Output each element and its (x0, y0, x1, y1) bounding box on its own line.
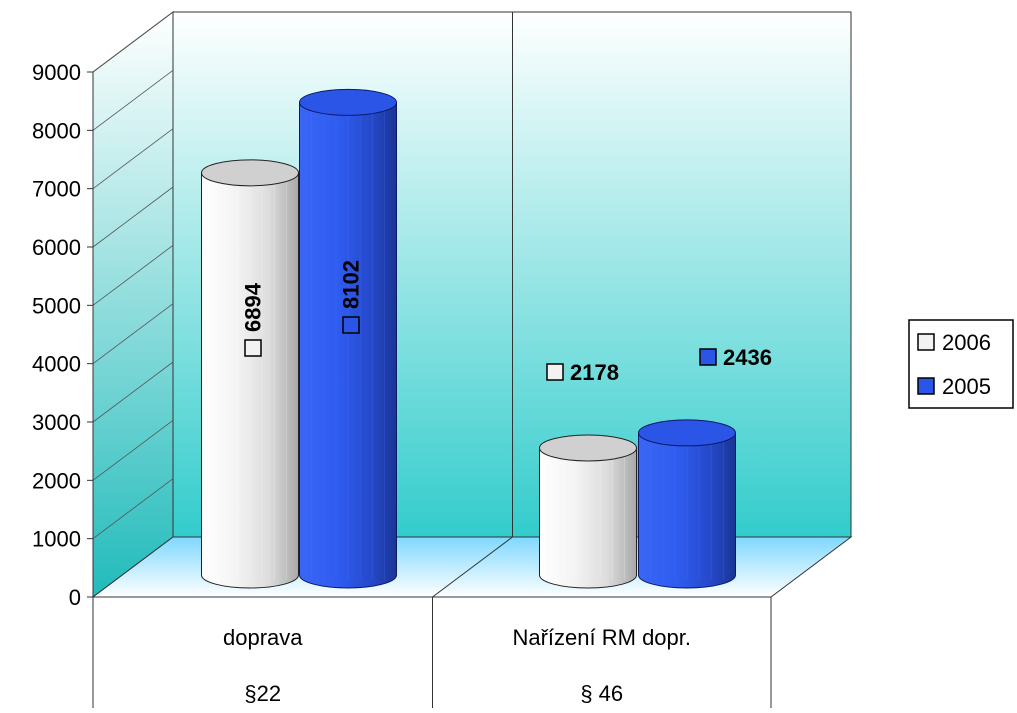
data-label: 6894 (241, 282, 266, 357)
data-label-key (546, 363, 564, 381)
y-tick-label: 6000 (32, 235, 81, 260)
data-label-key (244, 339, 262, 357)
bar-2005-1 (638, 419, 736, 589)
data-label-text: 2436 (723, 345, 772, 370)
bar-top (638, 419, 736, 447)
y-tick-label: 2000 (32, 468, 81, 493)
x-category-label: Nařízení RM dopr. (512, 625, 691, 650)
gridline (92, 303, 174, 364)
bar-body (539, 447, 637, 589)
y-tick-label: 4000 (32, 352, 81, 377)
legend-label: 2005 (942, 374, 991, 399)
side-wall (92, 11, 174, 598)
bar-top (539, 434, 637, 462)
bar-2006-0 (201, 159, 299, 589)
gridline (92, 70, 174, 131)
x-category-label: doprava (223, 625, 303, 650)
legend: 2006 2005 (908, 319, 1014, 409)
gridline (92, 245, 174, 306)
bar-body (201, 172, 299, 589)
y-axis: 0 1000 2000 3000 4000 5000 6000 7000 8000 9000 (32, 60, 94, 610)
y-tick-label: 1000 (32, 527, 81, 552)
data-label-text: 8102 (339, 260, 364, 309)
y-tick-label: 0 (69, 585, 81, 610)
data-label-key (342, 316, 360, 334)
bar-top (201, 159, 299, 187)
bars (201, 88, 736, 589)
data-labels: 6894 8102 2178 2436 (241, 260, 772, 385)
bar-body (638, 432, 736, 589)
x-category-sublabel: §22 (244, 681, 281, 706)
gridlines (92, 11, 174, 539)
bar-2005-0 (299, 88, 397, 589)
y-tick-label: 7000 (32, 177, 81, 202)
y-tick-label: 8000 (32, 118, 81, 143)
data-label-key (699, 348, 717, 366)
legend-swatch (917, 377, 935, 395)
bar-body (299, 101, 397, 589)
legend-swatch (917, 333, 935, 351)
y-tick-label: 9000 (32, 60, 81, 85)
data-label: 2436 (699, 345, 772, 370)
data-label-text: 6894 (241, 282, 266, 332)
data-label: 2178 (546, 360, 619, 385)
gridline (92, 361, 174, 423)
data-label: 8102 (339, 260, 364, 334)
bar-top (299, 88, 397, 116)
gridline (92, 11, 174, 73)
x-category-sublabel: § 46 (580, 681, 623, 706)
x-axis: doprava §22 Nařízení RM dopr. § 46 (92, 596, 772, 708)
floor-divider (432, 536, 513, 598)
y-tick-label: 5000 (32, 293, 81, 318)
gridline (92, 420, 174, 481)
y-tick-label: 3000 (32, 410, 81, 435)
gridline (92, 186, 174, 248)
data-label-text: 2178 (570, 360, 619, 385)
gridline (92, 128, 174, 189)
gridline (92, 478, 174, 539)
legend-label: 2006 (942, 330, 991, 355)
bar-2006-1 (539, 434, 637, 589)
